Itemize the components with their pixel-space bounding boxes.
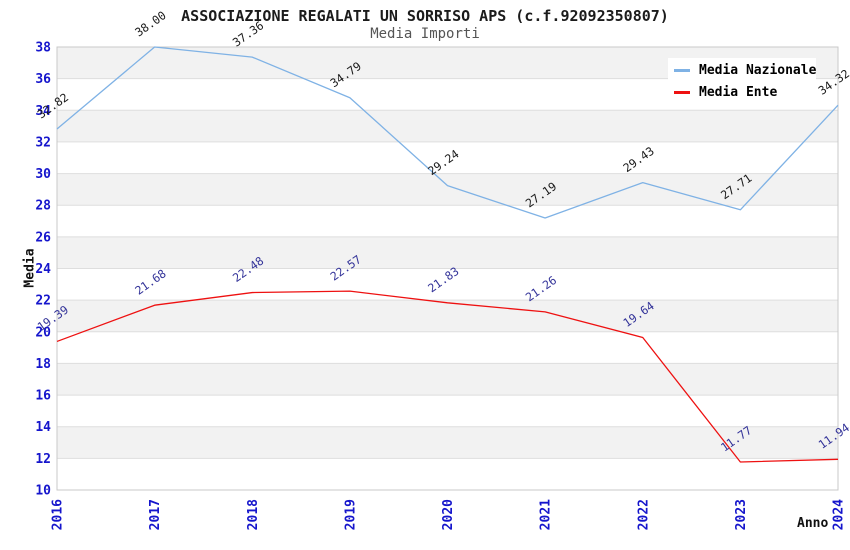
legend-label-media-nazionale: Media Nazionale (699, 63, 817, 78)
background-band (57, 426, 838, 459)
y-tick-label: 22 (35, 294, 51, 309)
x-tick-label: 2020 (441, 499, 456, 530)
series-line-media-ente (56, 290, 839, 463)
y-tick-label: 24 (35, 262, 51, 277)
y-tick-label: 16 (35, 389, 51, 404)
y-tick-label: 28 (35, 199, 51, 214)
x-tick-label: 2016 (51, 499, 66, 530)
x-tick-label: 2017 (148, 499, 163, 530)
red-line-swatch-icon (674, 91, 690, 94)
x-tick-label: 2024 (832, 499, 847, 530)
chart-title: ASSOCIAZIONE REGALATI UN SORRISO APS (c.… (181, 7, 669, 25)
y-tick-label: 30 (35, 167, 51, 182)
background-band (57, 110, 838, 142)
x-tick-label: 2019 (343, 499, 358, 530)
data-point-label: 21.68 (132, 266, 168, 297)
data-point-label: 29.43 (620, 144, 656, 175)
legend-item-media-ente: Media Ente (674, 85, 808, 100)
y-tick-label: 10 (35, 484, 51, 499)
x-axis-title: Anno (797, 516, 829, 531)
legend-label-media-ente: Media Ente (699, 85, 778, 100)
background-band (57, 173, 838, 206)
y-tick-label: 18 (35, 357, 51, 372)
background-band (57, 300, 838, 332)
x-tick-label: 2022 (636, 499, 651, 530)
y-tick-label: 34 (35, 104, 51, 119)
x-tick-label: 2021 (539, 499, 554, 530)
background-band (57, 363, 838, 396)
x-tick-label: 2018 (246, 499, 261, 530)
chart-subtitle: Media Importi (370, 26, 480, 42)
x-tick-label: 2023 (734, 499, 749, 530)
series-line-media-nazionale (56, 46, 839, 219)
legend: Media Nazionale Media Ente (668, 58, 816, 105)
legend-item-media-nazionale: Media Nazionale (674, 63, 816, 78)
plot-frame (56, 46, 839, 491)
y-tick-label: 36 (35, 72, 51, 87)
background-band (57, 236, 838, 269)
data-point-label: 21.26 (523, 273, 559, 304)
y-axis-title: Media (22, 248, 38, 288)
y-tick-label: 20 (35, 325, 51, 340)
y-tick-label: 14 (35, 420, 51, 435)
blue-line-swatch-icon (674, 69, 690, 72)
y-tick-label: 32 (35, 135, 51, 150)
data-point-label: 37.36 (230, 18, 266, 49)
y-tick-label: 38 (35, 41, 51, 56)
y-tick-label: 26 (35, 230, 51, 245)
data-point-label: 38.00 (132, 8, 168, 39)
y-tick-label: 12 (35, 452, 51, 467)
